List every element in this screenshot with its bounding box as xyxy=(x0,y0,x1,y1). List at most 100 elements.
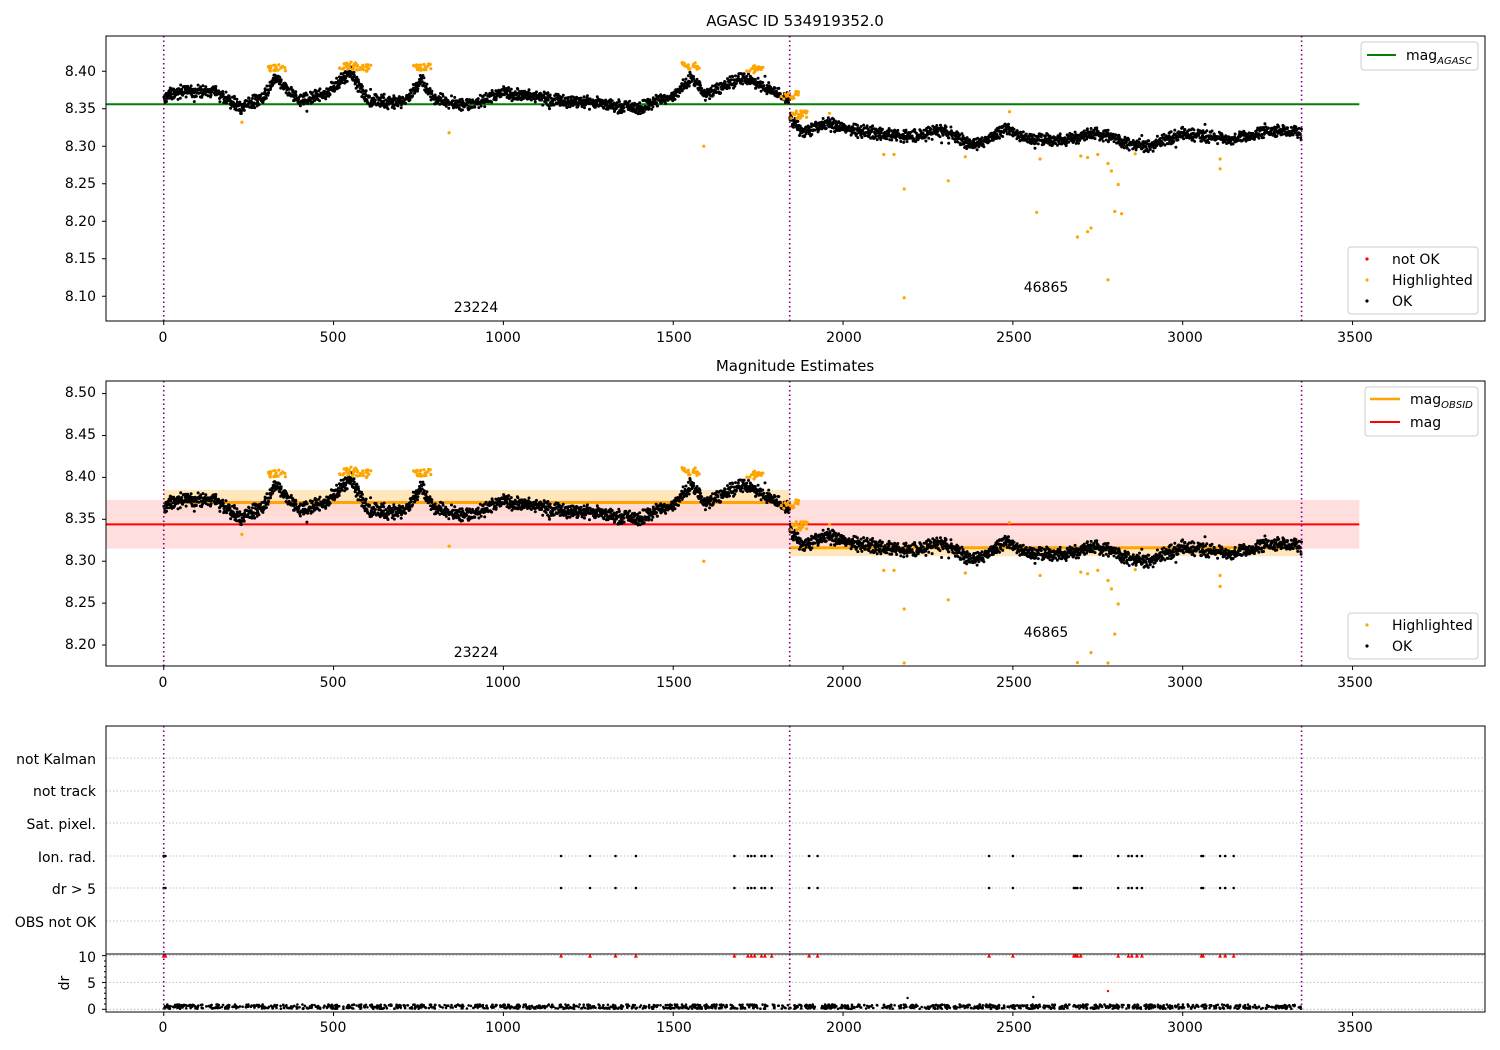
p1-ok-point xyxy=(234,108,238,112)
p1-obs-label-23224: 23224 xyxy=(454,300,499,316)
p1-highlighted-point xyxy=(358,67,362,72)
p2-ok-point xyxy=(483,515,487,519)
p1-ok-point xyxy=(759,89,763,93)
p1-ok-point xyxy=(803,134,807,138)
p1-ok-point xyxy=(477,106,481,110)
p1-ok-point xyxy=(940,141,944,145)
p1-ok-point xyxy=(181,93,185,97)
p1-ok-point xyxy=(249,99,253,103)
p1-ok-point xyxy=(742,72,746,76)
p2-ok-point xyxy=(409,500,413,503)
p1-ok-point xyxy=(176,97,180,101)
p1-highlighted-point xyxy=(751,65,756,69)
p1-highlighted-point xyxy=(686,64,690,68)
p1-ok-point xyxy=(1147,139,1151,143)
p1-highlighted-point xyxy=(1106,161,1110,166)
p1-ok-point xyxy=(1124,140,1128,144)
p1-highlighted-point xyxy=(447,131,451,135)
p1-ok-point xyxy=(741,82,745,86)
p1-ok-point xyxy=(677,94,680,98)
p1-highlighted-point xyxy=(827,111,832,115)
p1-ok-point xyxy=(673,97,677,101)
p1-ok-point xyxy=(747,72,750,76)
p1-xtick-label: 2000 xyxy=(826,330,862,346)
p1-ok-point xyxy=(862,123,866,127)
p2-ok-point xyxy=(209,502,213,506)
p1-ok-point xyxy=(763,74,767,78)
p2-ok-point xyxy=(422,489,426,493)
p2-ok-point xyxy=(352,477,356,481)
p1-highlighted-point xyxy=(687,67,691,71)
p1-ok-point xyxy=(422,81,426,85)
p1-ok-point xyxy=(941,133,945,137)
p1-ok-point xyxy=(695,77,699,81)
p2-ok-point xyxy=(382,505,386,509)
p1-ok-point xyxy=(678,91,682,95)
p1-ok-point xyxy=(263,88,267,92)
p1-highlighted-point xyxy=(355,63,360,68)
p2-ok-point xyxy=(450,503,453,507)
p1-ok-point xyxy=(529,98,533,102)
p1-ok-point xyxy=(731,75,735,79)
p1-ok-point xyxy=(450,94,453,98)
p1-ok-point xyxy=(473,105,477,109)
p1-ok-point xyxy=(796,119,800,123)
p1-ok-point xyxy=(1067,140,1071,144)
p1-ok-point xyxy=(620,111,624,114)
p1-ok-point xyxy=(1182,137,1186,141)
p2-ok-point xyxy=(239,523,243,527)
panel-agasc-magnitudes: AGASC ID 534919352.0 23224 46865 0 500 1… xyxy=(65,12,1486,346)
p1-highlighted-point xyxy=(274,68,278,72)
p1-ok-point xyxy=(936,130,940,134)
p1-ok-point xyxy=(723,80,727,84)
p1-ok-point xyxy=(896,128,900,132)
p2-ok-point xyxy=(428,495,432,499)
p1-ok-point xyxy=(1101,139,1105,143)
p1-ok-point xyxy=(875,138,879,142)
p1-ok-point xyxy=(337,79,340,83)
p1-ok-point xyxy=(384,98,388,102)
p1-ok-point xyxy=(1173,128,1177,132)
p1-ok-point xyxy=(180,87,184,91)
p2-ok-point xyxy=(548,502,552,506)
p1-ok-point xyxy=(278,75,282,79)
p1-ok-point xyxy=(1174,145,1178,149)
p1-legend-agasc-sub: AGASC xyxy=(1436,56,1472,67)
p1-ok-point xyxy=(221,90,225,93)
p2-ok-point xyxy=(490,510,494,514)
p1-ok-point xyxy=(975,148,979,152)
p1-ok-point xyxy=(961,134,965,138)
p1-ok-point xyxy=(762,84,766,88)
p1-highlighted-point xyxy=(802,109,806,113)
p2-ok-point xyxy=(225,511,228,515)
p1-ok-point xyxy=(184,95,188,99)
p1-ok-point xyxy=(507,86,511,90)
p1-ok-point xyxy=(734,81,738,85)
p1-ok-point xyxy=(700,87,704,90)
p1-ok-point xyxy=(1210,129,1214,133)
p2-ok-point xyxy=(306,511,310,515)
p1-ok-point xyxy=(890,138,894,142)
p2-ok-point xyxy=(278,482,282,486)
p1-ok-point xyxy=(453,95,457,99)
p2-ok-point xyxy=(541,513,545,517)
p1-highlighted-point xyxy=(946,179,950,183)
p1-ok-point xyxy=(444,104,448,108)
p1-ok-point xyxy=(352,73,356,77)
p1-ok-point xyxy=(318,87,322,91)
p1-ok-point xyxy=(352,70,356,74)
p1-ok-point xyxy=(982,145,986,149)
p1-ok-point xyxy=(441,94,445,98)
p2-ok-point xyxy=(279,485,283,489)
p1-ok-point xyxy=(382,92,386,96)
p1-ok-point xyxy=(298,104,302,108)
p1-highlighted-point xyxy=(1218,167,1222,171)
p1-ok-point xyxy=(516,87,520,91)
p1-legend-agasc-main: mag xyxy=(1406,48,1437,64)
p1-ok-point xyxy=(1262,136,1265,140)
p1-ok-point xyxy=(1146,150,1150,154)
p1-ok-point xyxy=(834,119,837,123)
p1-ok-point xyxy=(535,90,538,94)
p2-ok-point xyxy=(192,509,196,513)
p2-ok-point xyxy=(257,513,261,517)
